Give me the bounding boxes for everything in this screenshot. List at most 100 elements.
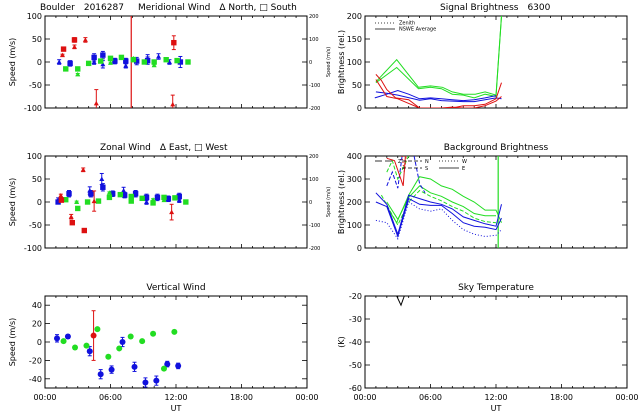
data-point-triangle [71, 44, 77, 49]
data-point-circle [86, 348, 93, 355]
data-point-triangle [99, 176, 105, 181]
y-tick-label: 0 [37, 58, 42, 67]
y-tick-label: 0 [357, 104, 362, 113]
data-point-square [84, 199, 91, 205]
y-tick-label: 50 [32, 175, 42, 184]
legend-label: S [425, 166, 428, 172]
data-point-square [121, 192, 128, 198]
data-point-triangle [82, 37, 88, 42]
data-point-square [63, 197, 69, 203]
series-line [396, 296, 405, 307]
chart-title: 6300 [527, 3, 550, 13]
series-line [375, 197, 502, 239]
x-tick-label: 00:00 [295, 393, 318, 402]
data-point-triangle [75, 71, 81, 77]
data-point-square [154, 194, 161, 201]
data-point-circle [105, 353, 112, 360]
series-line [375, 16, 502, 96]
y-tick-label: 20 [32, 320, 42, 329]
y-tick-label: 100 [347, 221, 362, 230]
data-point-square [60, 46, 67, 52]
axes-frame [44, 295, 308, 389]
y-tick-label: 200 [347, 12, 362, 21]
plot-area [374, 16, 502, 108]
chart-title: 2016287 [84, 3, 124, 13]
legend-label: NSWE Average [399, 27, 436, 33]
x-tick-label: 18:00 [230, 393, 253, 402]
series-line [386, 156, 403, 189]
data-point-circle [153, 377, 160, 384]
data-point-circle [108, 366, 115, 373]
y2-tick-label: -100 [309, 83, 320, 89]
legend-label: E [462, 166, 465, 172]
y2-tick-label: 0 [309, 60, 312, 66]
y2-tick-label: 100 [309, 37, 319, 43]
data-point-triangle [169, 209, 175, 215]
y2-tick-label: 100 [309, 177, 319, 183]
data-point-circle [116, 345, 123, 352]
chart-title: Meridional Wind [138, 3, 210, 13]
series-line [375, 201, 502, 240]
y-tick-label: 0 [37, 338, 42, 347]
data-point-triangle [56, 59, 62, 64]
data-point-square [183, 199, 189, 205]
panel-vertical: Vertical Wind 00:00 06:00 12:00 18:00 00:00 UT… [8, 283, 319, 413]
series-line [386, 156, 410, 181]
y-tick-label: 100 [27, 152, 42, 161]
plot-area [56, 16, 191, 108]
series-line [375, 91, 502, 103]
data-point-triangle [123, 63, 129, 68]
y-tick-label: 300 [347, 175, 362, 184]
panel-meridional: Boulder 2016287 Meridional Wind Δ North, □ … [8, 3, 332, 113]
y-tick-label: -50 [29, 81, 42, 90]
data-point-circle [164, 361, 171, 368]
axes-frame [364, 295, 628, 389]
data-point-square [150, 200, 156, 206]
plot-area [54, 310, 182, 388]
data-point-circle [142, 379, 149, 386]
data-point-square [58, 197, 65, 203]
data-point-square [91, 54, 97, 61]
data-point-circle [72, 344, 79, 351]
data-point-square [132, 191, 139, 197]
data-point-triangle [100, 61, 106, 67]
x-tick-label: 06:00 [419, 393, 442, 402]
data-point-circle [83, 342, 90, 349]
y2-tick-label: 200 [309, 154, 319, 160]
y2-axis-label: Speed (m/s) [326, 47, 332, 77]
y2-tick-label: -200 [309, 106, 320, 112]
data-point-triangle [108, 60, 113, 65]
data-point-triangle [121, 188, 127, 193]
data-point-triangle [166, 59, 172, 64]
series-line [375, 74, 502, 108]
data-point-square [141, 59, 148, 65]
y-axis-label: Brightness (rel.) [337, 170, 346, 234]
data-point-square [123, 58, 129, 64]
data-point-square [66, 191, 72, 197]
data-point-square [165, 196, 172, 202]
y-tick-label: 50 [352, 81, 362, 90]
data-point-circle [60, 338, 67, 345]
y-tick-label: 400 [347, 152, 362, 161]
data-point-triangle [93, 100, 99, 106]
chart-title: Δ North, □ South [219, 3, 296, 13]
data-point-circle [94, 326, 101, 333]
data-point-triangle [144, 199, 150, 204]
x-tick-label: 12:00 [164, 393, 187, 402]
series-line [386, 176, 502, 224]
series-line [386, 185, 496, 221]
data-point-square [75, 205, 81, 212]
data-point-circle [171, 328, 178, 335]
data-point-square [97, 58, 104, 64]
y-tick-label: 0 [357, 244, 362, 253]
data-point-square [100, 52, 106, 58]
data-point-square [107, 55, 114, 62]
data-point-triangle [176, 197, 182, 203]
data-point-triangle [145, 55, 151, 61]
x-tick-label: 12:00 [484, 393, 507, 402]
panel-zonal: Zonal Wind Δ East, □ West -100 -50 0 50 100 Spe… [8, 143, 332, 253]
y2-axis-label: Speed (m/s) [326, 187, 332, 217]
data-point-square [106, 194, 113, 201]
series-line [413, 156, 426, 194]
y-tick-label: 150 [347, 35, 362, 44]
